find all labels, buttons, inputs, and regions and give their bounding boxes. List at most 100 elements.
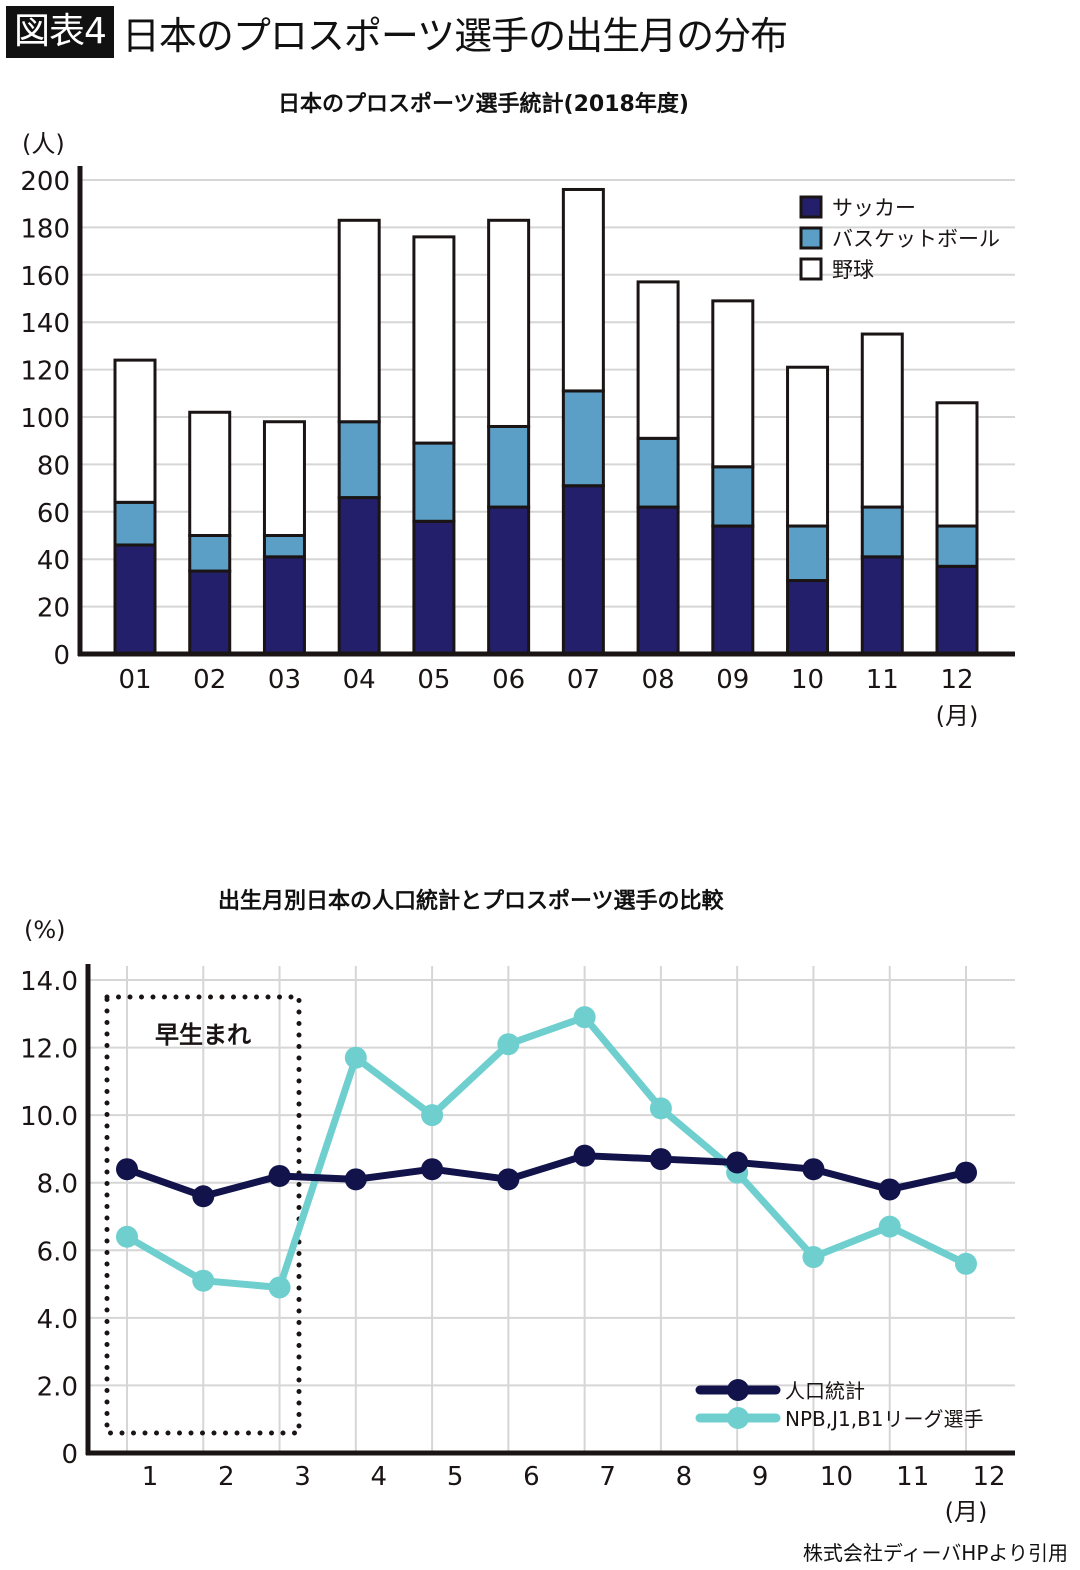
- y-axis-unit-label: (%): [24, 916, 66, 944]
- x-tick-label: 03: [268, 665, 301, 695]
- annotation-label: 早生まれ: [155, 1021, 251, 1049]
- y-tick-label: 0: [61, 1440, 78, 1470]
- population-series-point: [649, 1148, 672, 1171]
- population-series-point: [573, 1144, 596, 1167]
- legend: 人口統計 NPB,J1,B1リーグ選手: [695, 1379, 984, 1431]
- x-tick-label: 11: [896, 1462, 929, 1492]
- population-series-legend-label: 人口統計: [785, 1379, 865, 1403]
- population-series-point: [878, 1178, 901, 1201]
- population-series-point: [344, 1168, 367, 1191]
- x-tick-label: 06: [492, 665, 525, 695]
- figure-header: 図表4 日本のプロスポーツ選手の出生月の分布: [6, 6, 788, 58]
- bar-segment-baseball: [262, 420, 306, 537]
- x-tick-label: 12: [940, 665, 973, 695]
- y-tick-label: 10.0: [20, 1102, 78, 1132]
- bar-chart: 0 20 40 60 80 100 120 140 160 180 200 (人) 01 02 03 04 05…: [20, 130, 1015, 730]
- bar-segment-baseball: [786, 365, 830, 528]
- x-tick-label: 10: [820, 1462, 853, 1492]
- x-tick-label: 10: [791, 665, 824, 695]
- x-tick-label: 2: [218, 1462, 235, 1492]
- y-tick-label: 12.0: [20, 1035, 78, 1065]
- bar-segment-soccer: [860, 555, 904, 656]
- pro-athletes-series-line: [125, 1013, 968, 1291]
- bar-segment-soccer: [262, 555, 306, 656]
- x-tick-label: 8: [676, 1462, 693, 1492]
- bar-segment-soccer: [412, 519, 456, 656]
- annotation-dotted-box: [104, 994, 302, 1436]
- pro-athletes-series-point: [573, 1006, 596, 1029]
- bar-segment-basketball: [711, 465, 755, 528]
- y-tick-label: 180: [20, 214, 70, 244]
- legend-basketball-swatch: [799, 226, 823, 250]
- bar-segment-basketball: [337, 420, 381, 500]
- bar-segment-soccer: [636, 505, 680, 656]
- y-tick-label: 160: [20, 262, 70, 292]
- bar-segment-baseball: [487, 218, 531, 428]
- x-tick-label: 3: [294, 1462, 311, 1492]
- bar-chart-title: 日本のプロスポーツ選手統計(2018年度): [278, 86, 689, 119]
- y-tick-label: 6.0: [37, 1237, 78, 1267]
- y-axis-unit-label: (人): [22, 130, 65, 158]
- bar-segment-basketball: [636, 436, 680, 509]
- bar-segment-soccer: [337, 496, 381, 656]
- x-tick-label: 01: [118, 665, 151, 695]
- bar-segment-basketball: [860, 505, 904, 559]
- pro-athletes-series-point: [878, 1215, 901, 1238]
- bar-segment-basketball: [786, 524, 830, 583]
- figure-title: 日本のプロスポーツ選手の出生月の分布: [121, 13, 788, 58]
- pro-athletes-series-point: [192, 1269, 215, 1292]
- y-tick-label: 120: [20, 357, 70, 387]
- bar-segment-baseball: [113, 358, 157, 504]
- pro-athletes-series-legend-label: NPB,J1,B1リーグ選手: [785, 1407, 984, 1431]
- x-tick-label: 5: [447, 1462, 464, 1492]
- bar-segment-basketball: [487, 424, 531, 509]
- bar-segment-basketball: [113, 500, 157, 547]
- population-series-line: [125, 1152, 967, 1200]
- pro-athletes-series-point: [268, 1276, 291, 1299]
- x-tick-label: 09: [716, 665, 749, 695]
- bar-segment-baseball: [561, 187, 605, 393]
- x-tick-label: 07: [567, 665, 600, 695]
- figure-badge: 図表4: [6, 6, 114, 58]
- bar-segment-soccer: [935, 564, 979, 656]
- legend-baseball-swatch: [799, 257, 823, 281]
- x-tick-label: 1: [142, 1462, 159, 1492]
- pro-athletes-series-point: [344, 1046, 367, 1069]
- bar-segment-basketball: [262, 534, 306, 559]
- bar-segment-basketball: [561, 389, 605, 488]
- x-tick-label: 4: [371, 1462, 388, 1492]
- x-tick-label: 12: [972, 1462, 1005, 1492]
- population-series-point: [116, 1158, 138, 1181]
- source-credit: 株式会社ディーバHPより引用: [802, 1541, 1068, 1565]
- population-series-point: [497, 1168, 520, 1191]
- legend-basketball-label: バスケットボール: [832, 227, 1000, 251]
- bar-segment-baseball: [935, 401, 979, 528]
- y-tick-label: 60: [37, 499, 70, 529]
- line-chart-title-text: 出生月別日本の人口統計とプロスポーツ選手の比較: [218, 889, 724, 914]
- legend-soccer-swatch: [799, 195, 823, 219]
- bar-segment-soccer: [561, 484, 605, 656]
- pro-athletes-series-legend-marker: [727, 1407, 749, 1429]
- bar-segment-baseball: [860, 332, 904, 509]
- y-tick-label: 0: [53, 641, 70, 671]
- population-series-legend-marker: [727, 1379, 749, 1401]
- pro-athletes-series-point: [802, 1246, 825, 1269]
- population-series-point: [802, 1158, 825, 1181]
- pro-athletes-series-point: [955, 1252, 977, 1275]
- x-tick-label: 7: [599, 1462, 616, 1492]
- x-tick-label: 6: [523, 1462, 540, 1492]
- bar-segment-baseball: [711, 299, 755, 469]
- pro-athletes-series-point: [421, 1104, 444, 1127]
- x-tick-label: 02: [193, 665, 226, 695]
- pro-athletes-series-point: [497, 1033, 520, 1056]
- pro-athletes-series: [116, 1006, 977, 1299]
- y-tick-label: 200: [20, 167, 70, 197]
- bar-segment-baseball: [636, 280, 680, 440]
- population-series-point: [955, 1161, 977, 1184]
- bar-segment-soccer: [711, 524, 755, 656]
- x-axis-unit-label: (月): [945, 1498, 988, 1526]
- y-tick-label: 14.0: [20, 967, 78, 997]
- y-tick-label: 40: [37, 546, 70, 576]
- legend-baseball-label: 野球: [832, 258, 874, 282]
- x-tick-label: 9: [752, 1462, 769, 1492]
